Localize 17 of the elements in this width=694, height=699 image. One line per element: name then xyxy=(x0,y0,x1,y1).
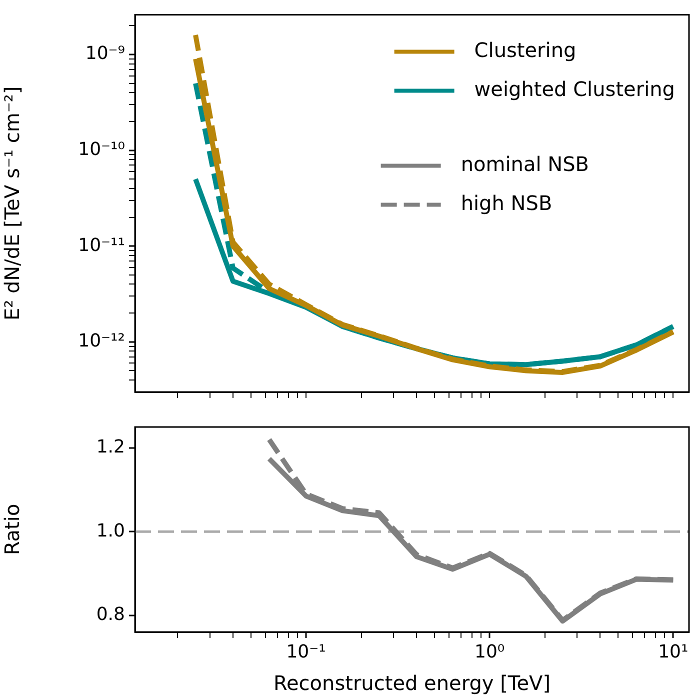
x-axis-title: Reconstructed energy [TeV] xyxy=(273,671,551,696)
legend-label: weighted Clustering xyxy=(474,77,675,102)
x-tick-label: 10¹ xyxy=(658,641,688,662)
y-tick-label: 10⁻¹⁰ xyxy=(78,139,125,160)
y-tick-label: 1.2 xyxy=(96,436,125,458)
y-tick-label: 10⁻¹² xyxy=(78,330,125,352)
text: nominal NSB xyxy=(460,152,590,176)
text: high NSB xyxy=(460,191,552,216)
y-tick-label: 10⁻⁹ xyxy=(85,43,125,64)
y-tick-label: 10⁻¹¹ xyxy=(78,234,125,256)
y-tick-label: 1.0 xyxy=(96,520,125,542)
y-tick-label: 0.8 xyxy=(96,604,125,625)
y-axis-title: E² dN/dE [TeV s⁻¹ cm⁻²] xyxy=(0,86,24,321)
legend-label: Clustering xyxy=(474,38,576,62)
x-tick-label: 10⁻¹ xyxy=(286,641,326,662)
y-axis-title: Ratio xyxy=(0,504,24,556)
x-tick-label: 10⁰ xyxy=(474,641,505,662)
